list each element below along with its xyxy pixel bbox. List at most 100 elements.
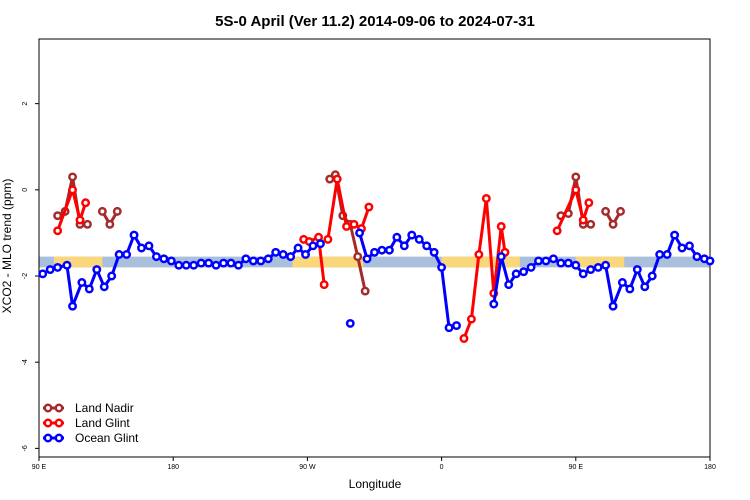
reference-band <box>39 256 710 268</box>
data-point <box>75 215 85 225</box>
data-point <box>541 256 551 266</box>
data-point <box>342 222 351 231</box>
data-point <box>370 247 379 257</box>
data-point <box>578 215 588 225</box>
data-point <box>685 241 694 251</box>
y-tick-label: 0 <box>22 188 29 192</box>
data-point <box>345 318 355 328</box>
data-point <box>444 323 454 333</box>
data-point <box>489 299 499 309</box>
data-point <box>586 219 596 229</box>
data-point <box>466 314 476 324</box>
data-point <box>452 321 461 331</box>
data-point <box>662 250 672 259</box>
x-tick-label: 180 <box>167 464 179 471</box>
data-point <box>122 250 132 259</box>
plot-frame <box>38 38 711 458</box>
data-point <box>319 280 329 290</box>
data-point <box>107 271 117 281</box>
data-point <box>196 258 206 268</box>
data-point <box>226 258 236 268</box>
data-point <box>81 198 91 208</box>
data-point <box>151 252 161 262</box>
data-point <box>556 258 566 268</box>
x-tick-label: 180 <box>704 464 716 471</box>
y-tick-label: 2 <box>22 102 29 106</box>
data-point <box>278 250 288 259</box>
data-point <box>174 260 184 270</box>
data-point <box>692 252 702 262</box>
series-layer <box>38 170 715 343</box>
x-tick-label: 0 <box>440 464 444 471</box>
data-point <box>137 243 146 253</box>
data-point <box>68 301 78 311</box>
data-point <box>571 185 581 195</box>
data-point <box>563 258 573 268</box>
legend-marker <box>43 418 53 428</box>
data-point <box>608 219 618 229</box>
y-axis-label: XCO2 - MLO trend (ppm) <box>0 179 14 314</box>
band-land-3 <box>575 256 625 268</box>
data-point <box>308 241 318 251</box>
data-point <box>364 202 374 212</box>
data-point <box>552 226 562 236</box>
x-tick-label: 90 E <box>32 464 47 471</box>
data-point <box>99 282 109 292</box>
x-tick-label: 90 W <box>299 464 316 471</box>
data-point <box>293 243 303 253</box>
data-point <box>53 262 63 272</box>
data-point <box>534 256 543 266</box>
data-point <box>519 267 529 277</box>
data-point <box>593 262 603 272</box>
data-point <box>286 252 296 262</box>
data-point <box>496 222 506 231</box>
data-point <box>301 250 310 259</box>
data-point <box>608 301 618 311</box>
data-point <box>616 206 625 216</box>
legend-marker <box>54 433 64 443</box>
data-point <box>655 250 665 259</box>
data-point <box>632 265 642 274</box>
band-land-2 <box>441 256 520 268</box>
y-tick-label: -6 <box>22 445 29 451</box>
data-point <box>360 286 370 296</box>
data-point <box>437 262 447 272</box>
data-point <box>349 219 359 229</box>
series-line-segment <box>41 233 321 308</box>
legend-marker <box>43 403 53 413</box>
band-land-1 <box>292 256 364 268</box>
data-point <box>578 269 588 279</box>
data-point <box>204 258 214 268</box>
data-point <box>496 252 506 262</box>
legend-marker <box>54 403 64 413</box>
data-point <box>429 247 439 257</box>
data-point <box>45 265 55 274</box>
band-land-0 <box>53 256 103 268</box>
data-point <box>256 256 266 266</box>
x-axis-label: Longitude <box>349 477 402 491</box>
series-ocean-glint <box>38 228 715 333</box>
data-point <box>677 243 687 253</box>
data-point <box>407 230 417 240</box>
data-point <box>640 282 650 292</box>
data-point <box>114 250 124 259</box>
data-point <box>459 334 469 343</box>
data-point <box>241 254 251 264</box>
data-point <box>355 228 365 238</box>
data-point <box>323 234 333 244</box>
data-point <box>77 278 87 287</box>
data-point <box>571 260 581 270</box>
band-ocean <box>39 256 710 268</box>
data-point <box>384 245 394 255</box>
data-point <box>105 219 115 229</box>
data-point <box>53 211 63 221</box>
data-point <box>248 256 258 266</box>
data-point <box>504 280 514 290</box>
data-point <box>362 254 372 264</box>
series-line-segment <box>56 188 88 232</box>
data-point <box>548 254 558 264</box>
data-point <box>601 260 611 270</box>
data-point <box>617 278 627 287</box>
data-point <box>166 256 176 266</box>
